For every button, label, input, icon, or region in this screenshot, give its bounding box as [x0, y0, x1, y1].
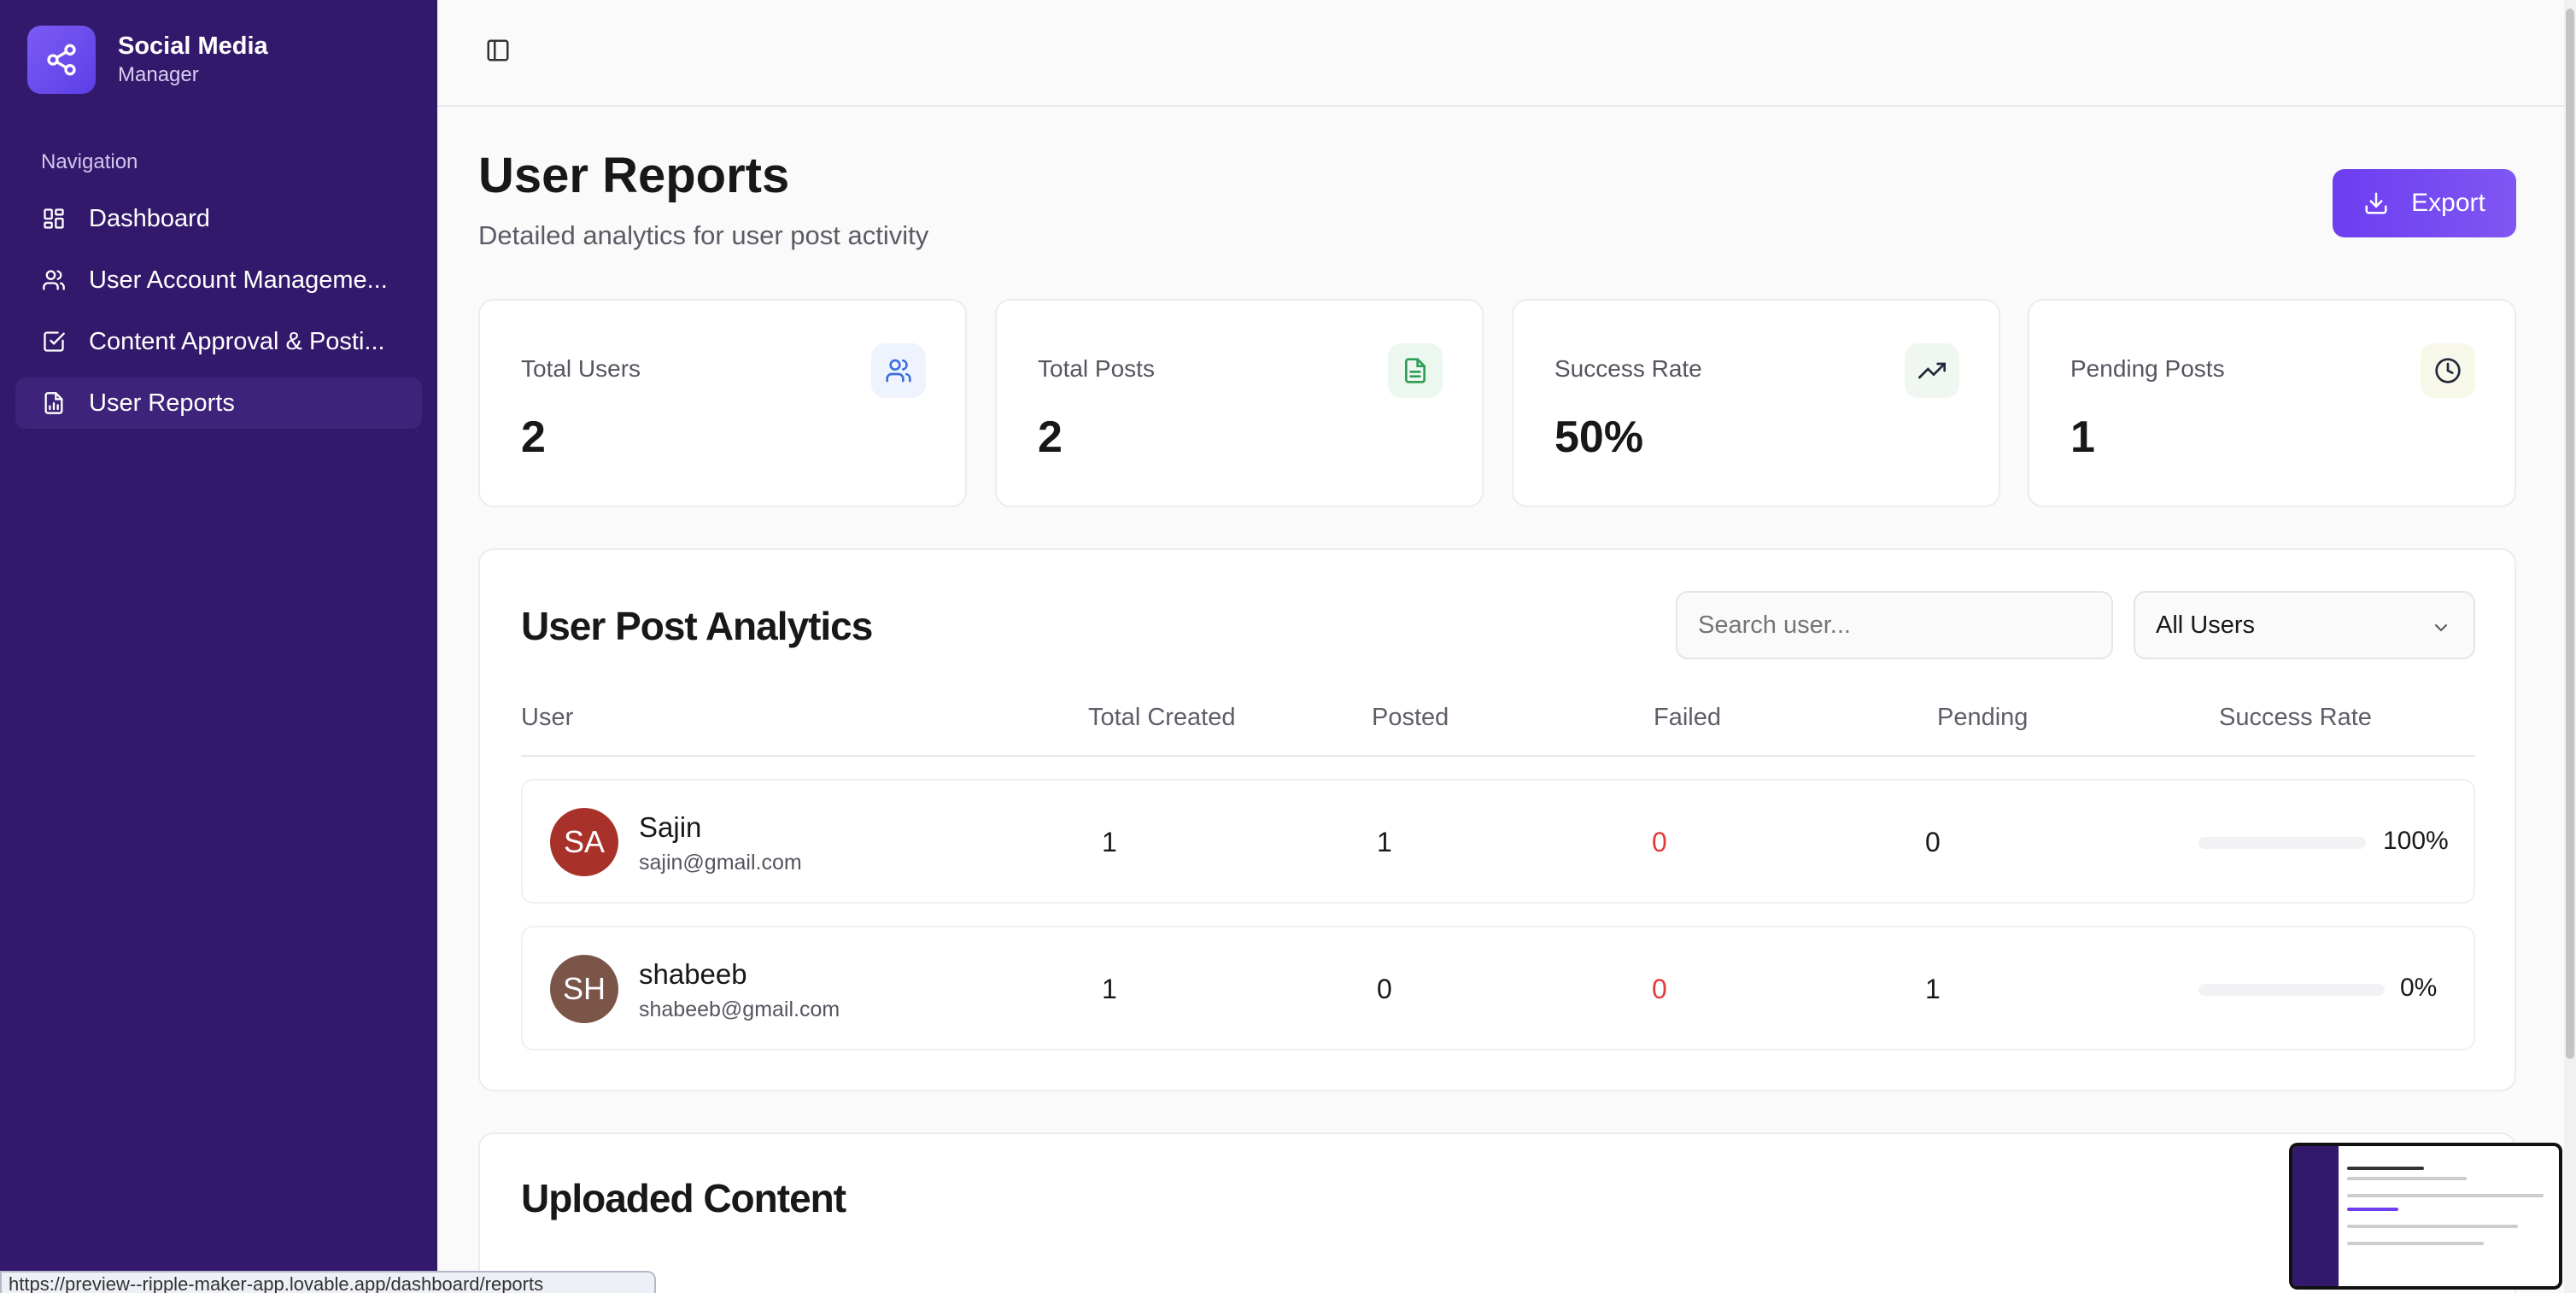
success-rate-bar: [2198, 837, 2366, 849]
top-bar: [437, 0, 2564, 107]
scrollbar[interactable]: [2564, 0, 2576, 1293]
user-name: Sajin: [639, 811, 702, 843]
uploaded-content-panel: Uploaded Content: [478, 1132, 2516, 1293]
share-icon: [27, 26, 96, 94]
stat-card-total-users: Total Users 2: [478, 299, 967, 507]
sidebar-item-user-reports[interactable]: User Reports: [15, 377, 422, 429]
stat-label: Pending Posts: [2070, 355, 2225, 382]
posted-value: 0: [1377, 974, 1392, 1004]
brand-subtitle: Manager: [118, 63, 199, 86]
sidebar-item-label: User Reports: [89, 389, 235, 417]
sidebar-item-content-approval[interactable]: Content Approval & Posti...: [15, 316, 422, 367]
stat-value: 50%: [1554, 412, 1644, 462]
column-header-user: User: [521, 704, 574, 731]
failed-value: 0: [1652, 827, 1667, 857]
brand-title: Social Media: [118, 32, 268, 60]
success-rate-value: 0%: [2400, 974, 2438, 1002]
nav-heading: Navigation: [41, 150, 138, 173]
brand[interactable]: Social Media Manager: [27, 26, 268, 94]
table-row[interactable]: SA Sajin sajin@gmail.com 1 1 0 0 100%: [521, 779, 2475, 904]
panel-title: User Post Analytics: [521, 604, 873, 648]
scrollbar-thumb[interactable]: [2566, 9, 2574, 1059]
users-icon: [871, 343, 926, 398]
stat-label: Total Posts: [1038, 355, 1155, 382]
sidebar-item-label: Dashboard: [89, 204, 210, 232]
stat-card-pending-posts: Pending Posts 1: [2028, 299, 2516, 507]
table-header-divider: [521, 755, 2475, 757]
sidebar-item-user-accounts[interactable]: User Account Manageme...: [15, 255, 422, 306]
column-header-posted: Posted: [1372, 704, 1449, 731]
search-input[interactable]: [1676, 591, 2113, 659]
column-header-success-rate: Success Rate: [2219, 704, 2372, 731]
clock-icon: [2421, 343, 2475, 398]
avatar: SH: [550, 955, 618, 1023]
success-rate-bar: [2198, 984, 2385, 996]
column-header-failed: Failed: [1654, 704, 1721, 731]
users-icon: [41, 267, 67, 293]
user-email: sajin@gmail.com: [639, 851, 802, 875]
sidebar-toggle-icon[interactable]: [485, 38, 514, 67]
user-filter-select[interactable]: All Users: [2134, 591, 2475, 659]
stat-label: Total Users: [521, 355, 641, 382]
sidebar: Social Media Manager Navigation Dashboar…: [0, 0, 437, 1293]
page-subtitle: Detailed analytics for user post activit…: [478, 220, 929, 250]
status-bar-url: https://preview--ripple-maker-app.lovabl…: [0, 1271, 656, 1293]
column-header-pending: Pending: [1937, 704, 2029, 731]
trending-up-icon: [1905, 343, 1959, 398]
export-button[interactable]: Export: [2333, 169, 2516, 237]
file-chart-icon: [41, 390, 67, 416]
column-header-total-created: Total Created: [1088, 704, 1236, 731]
filter-value: All Users: [2156, 611, 2256, 639]
sidebar-item-label: User Account Manageme...: [89, 266, 388, 294]
stat-card-success-rate: Success Rate 50%: [1512, 299, 2000, 507]
posted-value: 1: [1377, 827, 1392, 857]
page-title: User Reports: [478, 148, 790, 203]
user-email: shabeeb@gmail.com: [639, 998, 840, 1021]
stat-value: 2: [1038, 412, 1063, 462]
table-row[interactable]: SH shabeeb shabeeb@gmail.com 1 0 0 1 0%: [521, 926, 2475, 1050]
chevron-down-icon: [2431, 617, 2451, 645]
window-preview-thumbnail[interactable]: [2289, 1143, 2562, 1290]
stat-card-total-posts: Total Posts 2: [995, 299, 1484, 507]
pending-value: 0: [1925, 827, 1941, 857]
layout-grid-icon: [41, 206, 67, 231]
stat-value: 1: [2070, 412, 2095, 462]
file-text-icon: [1388, 343, 1443, 398]
user-name: shabeeb: [639, 958, 747, 990]
export-label: Export: [2411, 189, 2485, 217]
stat-value: 2: [521, 412, 546, 462]
pending-value: 1: [1925, 974, 1941, 1004]
user-post-analytics-panel: User Post Analytics All Users User Total…: [478, 548, 2516, 1091]
failed-value: 0: [1652, 974, 1667, 1004]
sidebar-item-dashboard[interactable]: Dashboard: [15, 193, 422, 244]
check-square-icon: [41, 329, 67, 354]
sidebar-item-label: Content Approval & Posti...: [89, 327, 385, 355]
total-created-value: 1: [1102, 827, 1117, 857]
success-rate-bar-fill: [2198, 837, 2366, 849]
success-rate-value: 100%: [2383, 827, 2449, 855]
total-created-value: 1: [1102, 974, 1117, 1004]
panel-title: Uploaded Content: [521, 1176, 846, 1220]
stat-label: Success Rate: [1554, 355, 1702, 382]
download-icon: [2363, 190, 2389, 216]
avatar: SA: [550, 808, 618, 876]
